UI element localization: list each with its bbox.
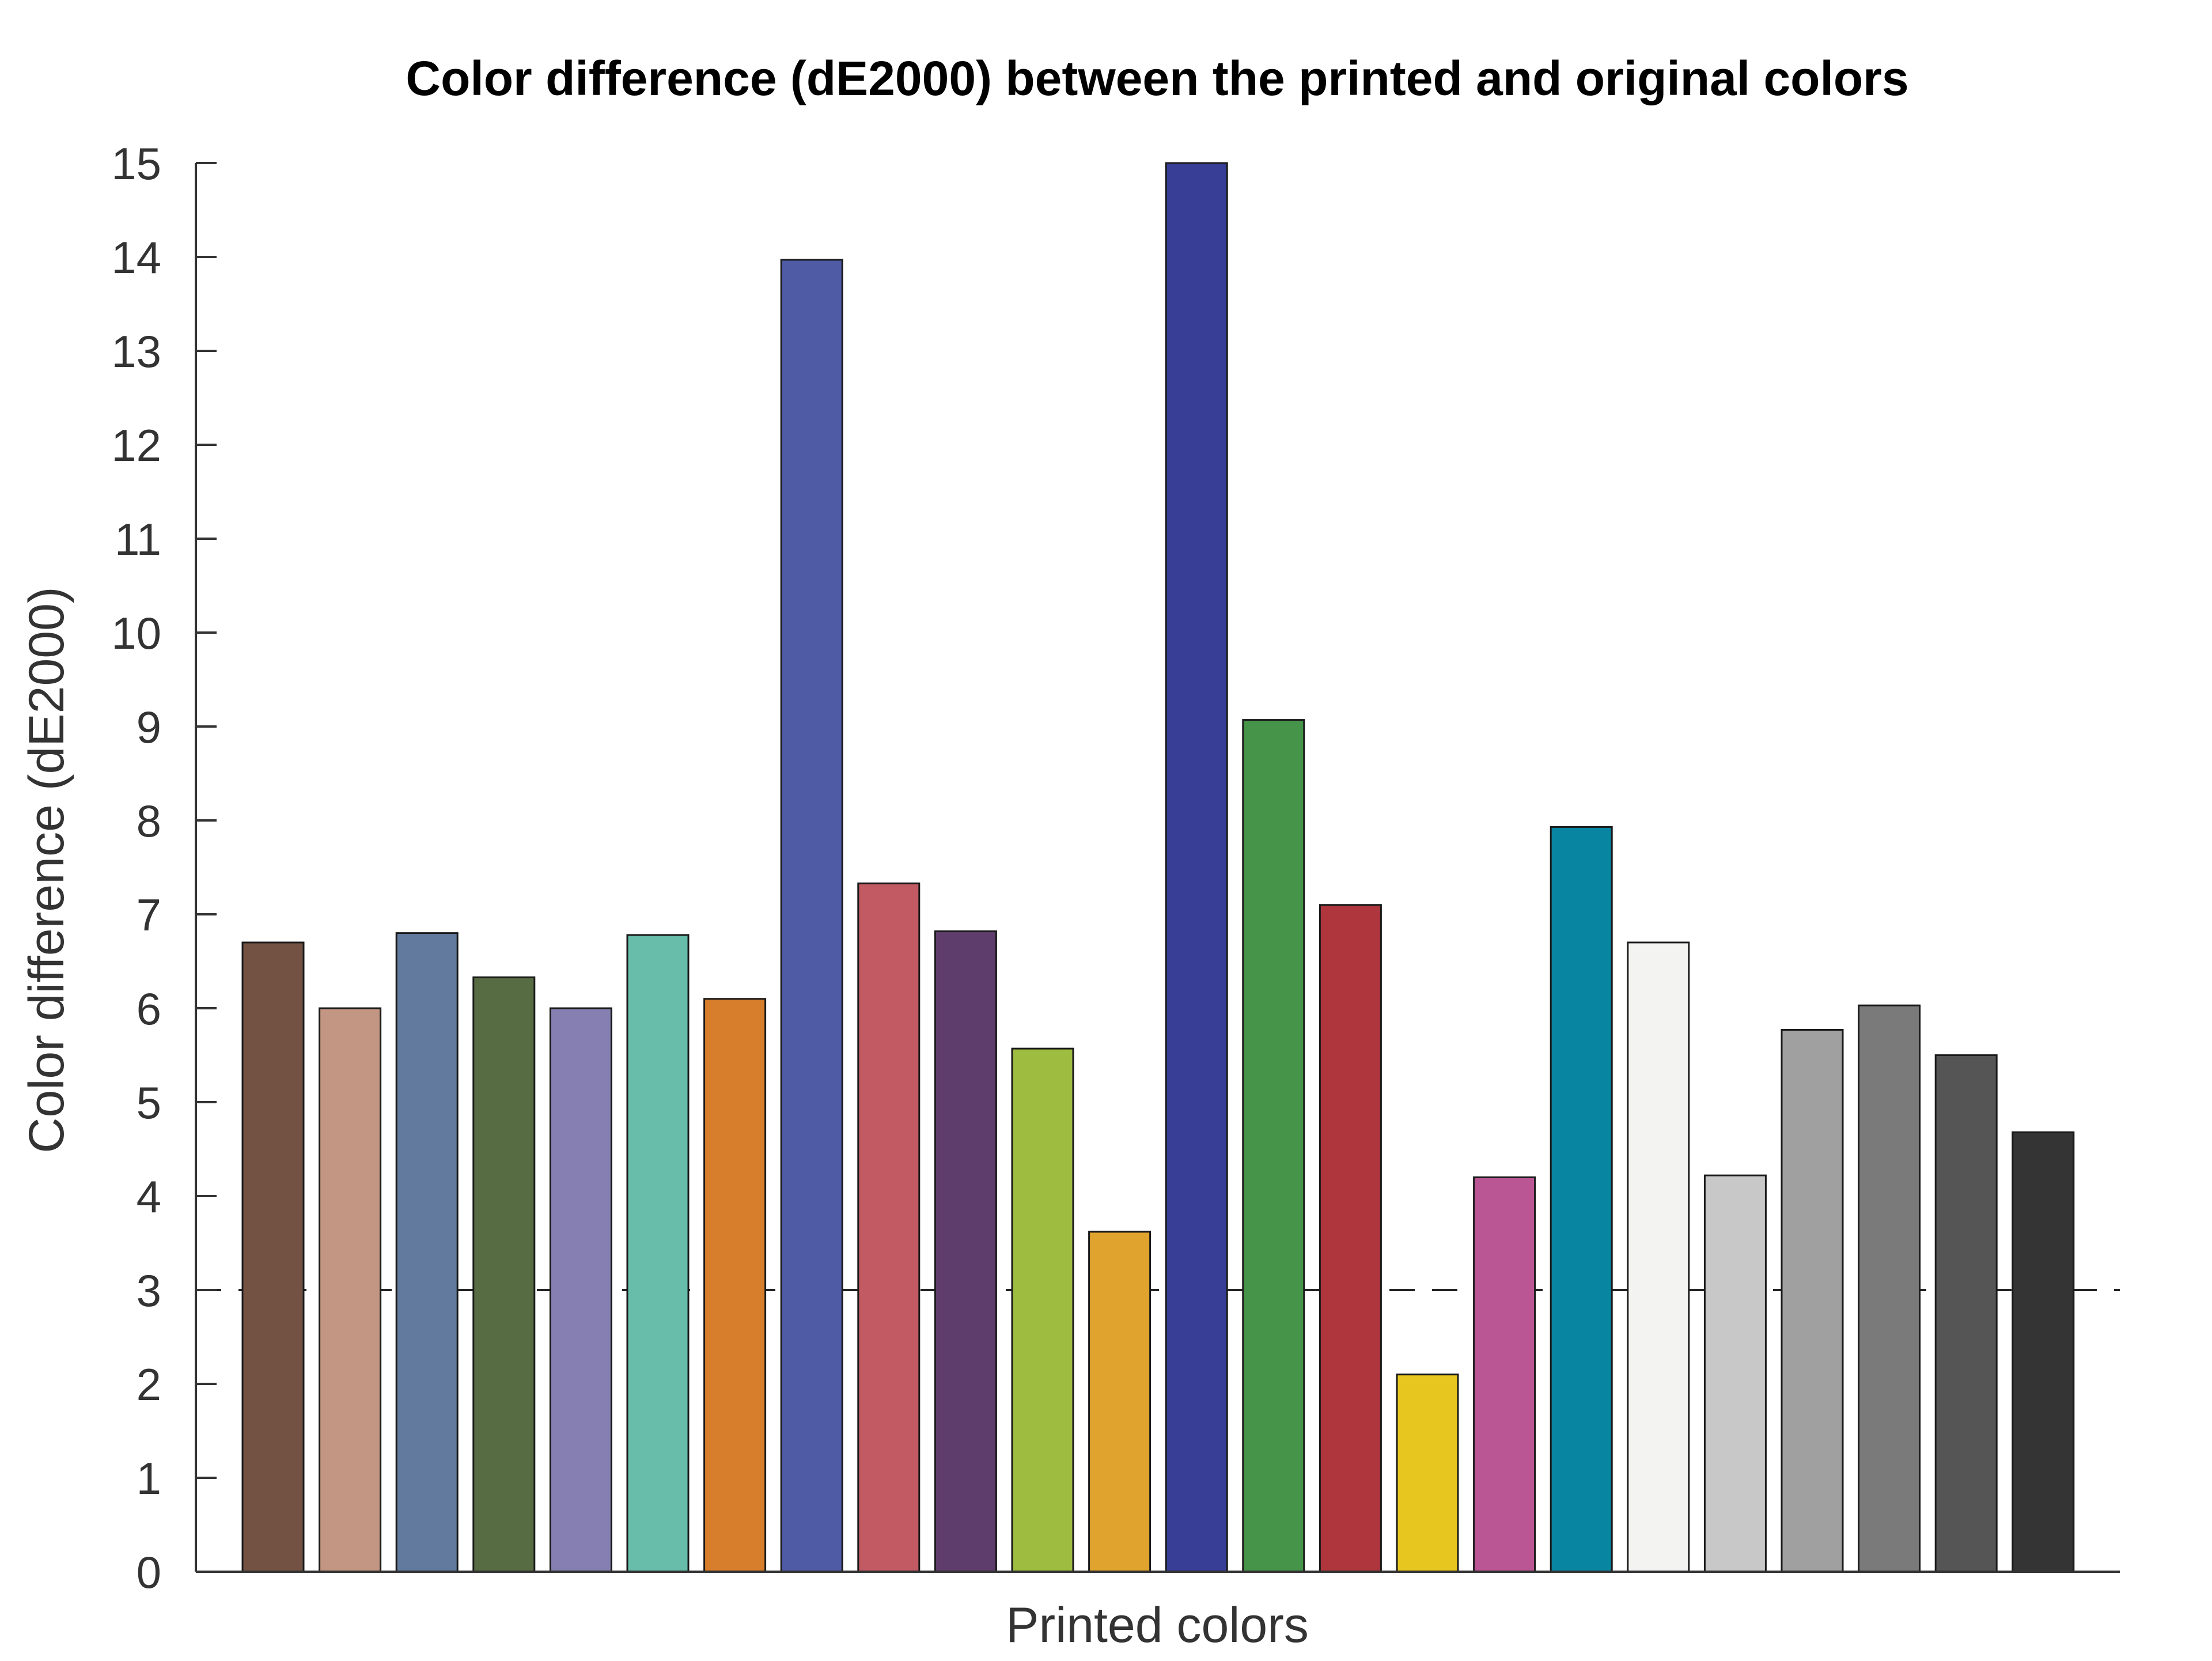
bar: [1396, 1374, 1459, 1573]
bar: [626, 934, 690, 1573]
bar: [780, 259, 843, 1573]
bar: [1011, 1047, 1074, 1573]
bar: [472, 976, 536, 1573]
y-tick-label: 9: [137, 702, 161, 752]
y-tick-label: 4: [137, 1171, 161, 1222]
bar: [395, 932, 459, 1573]
y-tick-label: 10: [111, 608, 161, 659]
bar: [1165, 162, 1228, 1573]
y-tick-label: 13: [111, 326, 161, 377]
bar: [1781, 1028, 1844, 1573]
x-axis-label: Printed colors: [1006, 1598, 1309, 1653]
y-tick-label: 11: [115, 514, 161, 565]
bar: [241, 941, 305, 1573]
bar: [857, 882, 921, 1573]
y-tick-label: 7: [137, 890, 161, 940]
chart-title: Color difference (dE2000) between the pr…: [406, 51, 1908, 105]
y-tick-label: 14: [111, 232, 161, 283]
y-tick-label: 0: [137, 1547, 161, 1598]
y-tick-label: 8: [137, 796, 161, 846]
bar: [1627, 941, 1690, 1573]
y-tick-label: 15: [111, 138, 161, 189]
y-tick-label: 12: [111, 420, 161, 471]
axes-layer: [195, 163, 2120, 1573]
bar: [1242, 719, 1305, 1573]
bar: [1934, 1054, 1998, 1573]
bar: [1858, 1004, 1921, 1573]
y-tick-label: 1: [137, 1453, 161, 1504]
bars-layer: [241, 162, 2075, 1573]
y-tick-label: 3: [137, 1265, 161, 1316]
bar: [549, 1007, 612, 1573]
bar: [703, 998, 767, 1573]
bar: [1319, 904, 1382, 1573]
bar: [934, 930, 997, 1573]
bar: [1550, 826, 1613, 1573]
y-tick-label: 5: [137, 1077, 161, 1128]
bar: [1703, 1174, 1767, 1573]
y-tick-label: 2: [137, 1359, 161, 1410]
bar: [319, 1007, 382, 1573]
y-tick-label: 6: [137, 983, 161, 1034]
bar: [2012, 1131, 2075, 1573]
bar: [1088, 1231, 1152, 1573]
y-axis-label: Color difference (dE2000): [19, 587, 74, 1153]
bar: [1473, 1176, 1536, 1573]
